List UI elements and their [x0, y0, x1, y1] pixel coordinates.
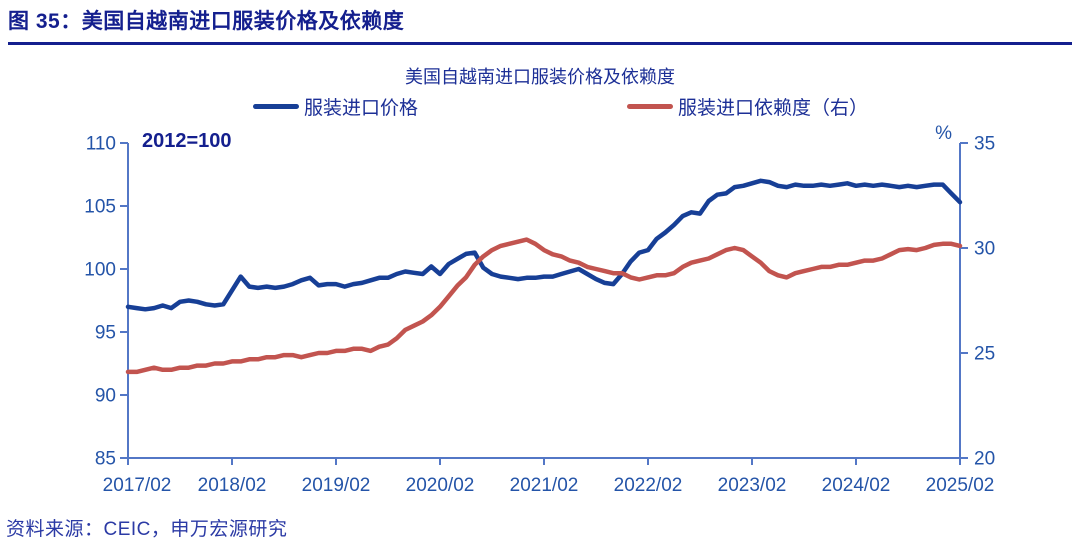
right-axis-tick-label: 30	[974, 239, 995, 260]
right-axis-tick-label: 25	[974, 344, 995, 365]
chart-title: 美国自越南进口服装价格及依赖度	[405, 67, 675, 87]
left-axis-base-note: 2012=100	[142, 130, 232, 152]
price-line-swatch-icon	[253, 103, 299, 109]
left-axis-tick-label: 95	[95, 323, 116, 344]
left-axis-tick-label: 100	[84, 260, 116, 281]
dependency-line-swatch-icon	[627, 103, 673, 109]
legend-label-price: 服装进口价格	[304, 97, 419, 119]
x-axis-tick-label: 2018/02	[198, 475, 267, 496]
right-axis-tick-label: 35	[974, 134, 995, 155]
x-axis-tick-label: 2021/02	[510, 475, 579, 496]
legend-item-dependency: 服装进口依赖度（右）	[627, 96, 868, 119]
left-axis-tick-label: 110	[86, 134, 116, 155]
x-axis-tick-label: 2023/02	[718, 475, 787, 496]
left-axis-tick-label: 90	[95, 386, 116, 407]
x-axis-tick-label: 2017/02	[103, 475, 172, 496]
x-axis-tick-label: 2019/02	[302, 475, 371, 496]
dependency-line-series	[125, 237, 963, 375]
price-line-series	[125, 178, 963, 312]
right-axis-tick-label: 20	[974, 449, 995, 470]
legend-item-price: 服装进口价格	[253, 96, 418, 119]
right-axis-unit-label: %	[935, 123, 952, 144]
left-axis-tick-label: 105	[84, 197, 116, 218]
x-axis-tick-label: 2024/02	[822, 475, 891, 496]
x-axis-tick-label: 2020/02	[406, 475, 475, 496]
x-axis-tick-label: 2025/02	[926, 475, 995, 496]
x-axis-tick-label: 2022/02	[614, 475, 683, 496]
figure-caption: 图 35：美国自越南进口服装价格及依赖度	[8, 5, 1072, 45]
legend-label-dependency: 服装进口依赖度（右）	[678, 97, 869, 119]
source-note: 资料来源：CEIC，申万宏源研究	[6, 519, 288, 540]
left-axis-tick-label: 85	[95, 449, 116, 470]
